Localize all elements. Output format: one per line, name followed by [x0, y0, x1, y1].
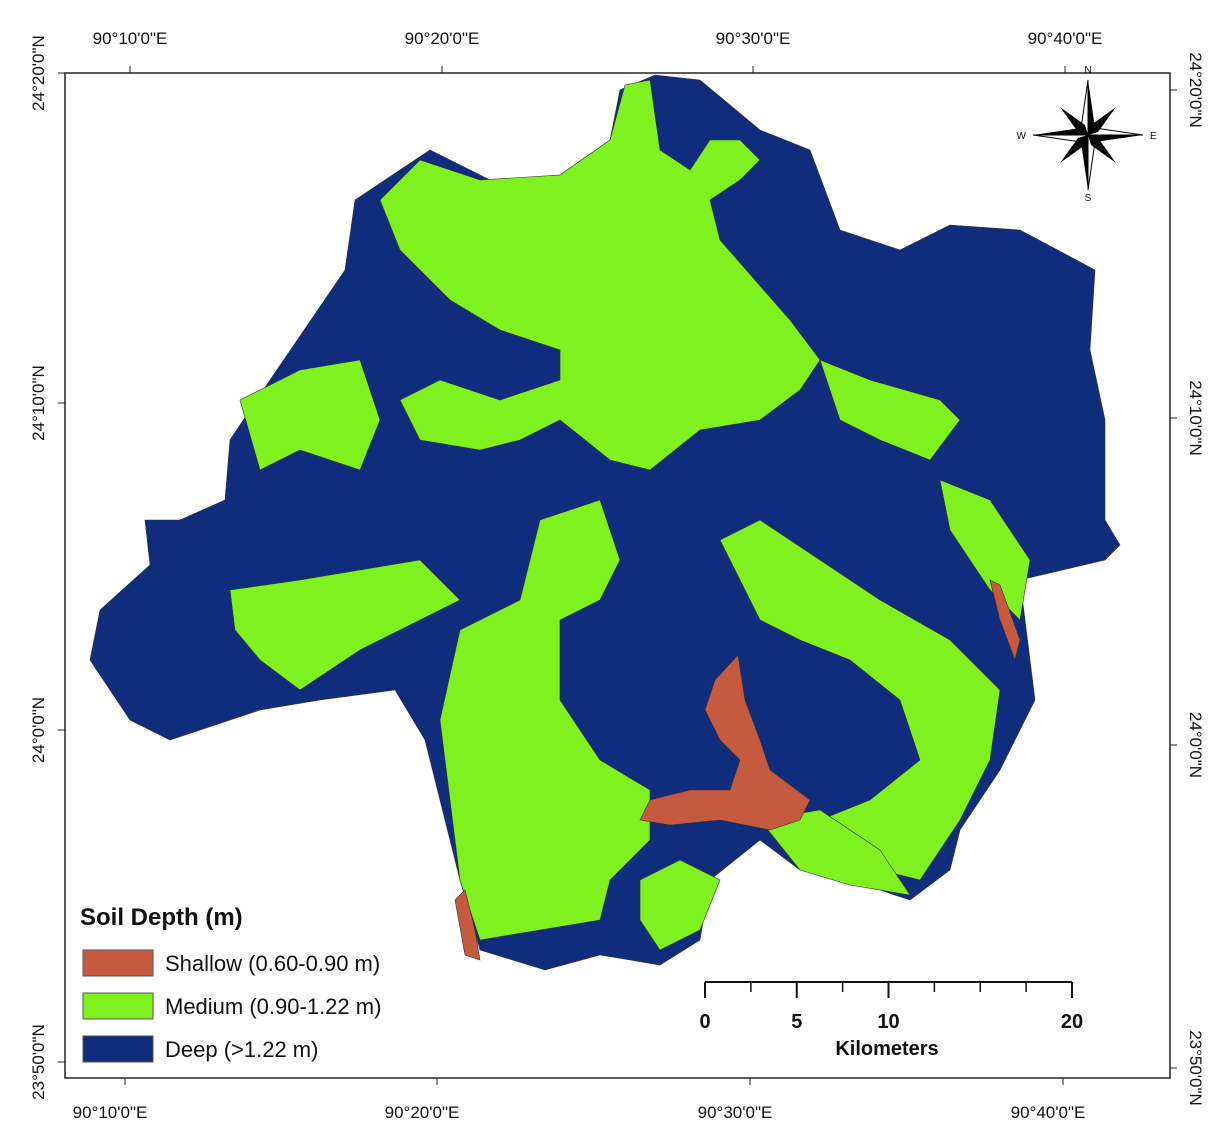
map-frame [64, 72, 1171, 1079]
bottom-coord-label: 90°20'0"E [385, 1103, 460, 1122]
medium-soil [759, 809, 911, 896]
bottom-coord-label: 90°10'0"E [73, 1103, 148, 1122]
top-coord-label: 90°10'0"E [93, 29, 168, 48]
right-coord-label: 24°0'0"N [1186, 712, 1205, 778]
medium-soil [239, 359, 381, 471]
medium-soil [939, 479, 1031, 621]
scale-bar-label: 20 [1061, 1011, 1083, 1033]
compass-e: E [1150, 131, 1157, 142]
legend-swatch [82, 1035, 154, 1063]
left-coord-label: 24°20'0"N [29, 35, 48, 111]
right-coord-label: 23°50'0"N [1186, 1030, 1205, 1106]
legend-label: Medium (0.90-1.22 m) [165, 994, 381, 1019]
left-coord-label: 24°0'0"N [29, 697, 48, 763]
right-coord-label: 24°20'0"N [1186, 52, 1205, 128]
medium-soil [229, 559, 461, 691]
compass-s: S [1085, 193, 1092, 204]
legend-swatch [82, 949, 154, 977]
scale-bar-label: 10 [877, 1011, 899, 1033]
right-coord-label: 24°10'0"N [1186, 380, 1205, 456]
medium-soil [639, 859, 721, 951]
left-coord-label: 23°50'0"N [29, 1024, 48, 1100]
legend-label: Deep (>1.22 m) [165, 1037, 318, 1062]
shallow-soil [639, 654, 811, 831]
medium-soil [819, 359, 961, 461]
top-coord-label: 90°40'0"E [1028, 29, 1103, 48]
medium-soil [719, 519, 1001, 881]
bottom-coord-label: 90°30'0"E [698, 1103, 773, 1122]
legend-label: Shallow (0.60-0.90 m) [165, 951, 380, 976]
scale-unit: Kilometers [835, 1038, 938, 1060]
soil-map [89, 74, 1121, 971]
medium-soil [379, 79, 821, 471]
compass-n: N [1084, 65, 1091, 76]
bottom-coord-label: 90°40'0"E [1011, 1103, 1086, 1122]
medium-soil [439, 499, 651, 941]
shallow-soil [989, 579, 1021, 662]
top-coord-label: 90°20'0"E [405, 29, 480, 48]
shallow-soil [454, 889, 481, 961]
top-coord-label: 90°30'0"E [716, 29, 791, 48]
north-arrow: N E S W [1017, 65, 1157, 204]
scale-bar-label: 0 [699, 1011, 710, 1033]
compass-w: W [1017, 131, 1027, 142]
legend-swatch [82, 992, 154, 1020]
legend-title: Soil Depth (m) [80, 904, 243, 931]
left-coord-label: 24°10'0"N [29, 365, 48, 441]
scale-bar-label: 5 [791, 1011, 802, 1033]
